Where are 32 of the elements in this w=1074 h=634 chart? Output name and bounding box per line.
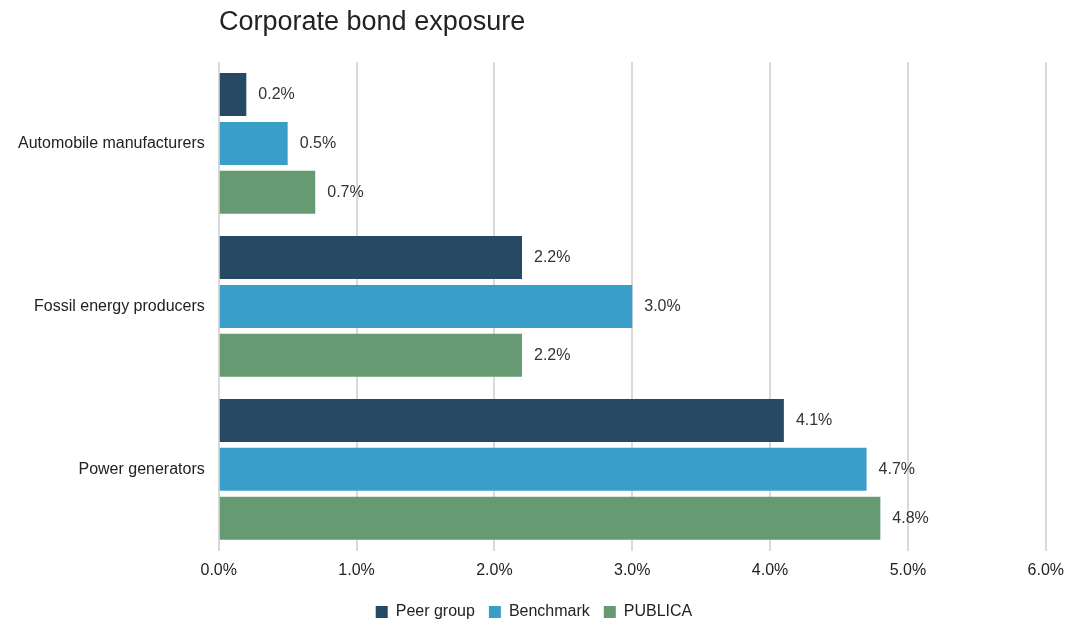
x-tick-label: 4.0% xyxy=(751,560,789,578)
legend-label: PUBLICA xyxy=(623,602,693,620)
data-label: 4.1% xyxy=(795,410,833,428)
bar xyxy=(219,333,522,377)
bar xyxy=(219,398,784,442)
bar xyxy=(219,447,867,491)
legend-label: Peer group xyxy=(395,602,475,620)
data-label: 0.2% xyxy=(258,84,295,102)
bar xyxy=(219,236,522,280)
bar xyxy=(219,496,881,540)
bar xyxy=(219,73,247,117)
y-tick-label: Power generators xyxy=(78,459,205,477)
data-label: 0.7% xyxy=(327,182,364,200)
data-label: 4.8% xyxy=(892,508,929,526)
bar xyxy=(219,121,288,165)
x-tick-label: 6.0% xyxy=(1027,560,1064,578)
x-tick-label: 1.0% xyxy=(338,560,375,578)
x-tick-label: 5.0% xyxy=(889,560,927,578)
y-tick-label: Automobile manufacturers xyxy=(17,133,205,151)
x-tick-label: 3.0% xyxy=(614,560,651,578)
bar xyxy=(219,170,316,214)
y-tick-label: Fossil energy producers xyxy=(34,296,205,314)
data-label: 2.2% xyxy=(533,345,571,363)
legend-label: Benchmark xyxy=(508,602,591,620)
bar xyxy=(219,284,633,328)
data-label: 0.5% xyxy=(299,133,337,151)
data-label: 3.0% xyxy=(644,296,681,314)
x-tick-label: 0.0% xyxy=(200,560,237,578)
chart-title: Corporate bond exposure xyxy=(219,6,526,37)
data-label: 2.2% xyxy=(533,247,571,265)
x-tick-label: 2.0% xyxy=(476,560,513,578)
data-label: 4.7% xyxy=(878,459,916,477)
